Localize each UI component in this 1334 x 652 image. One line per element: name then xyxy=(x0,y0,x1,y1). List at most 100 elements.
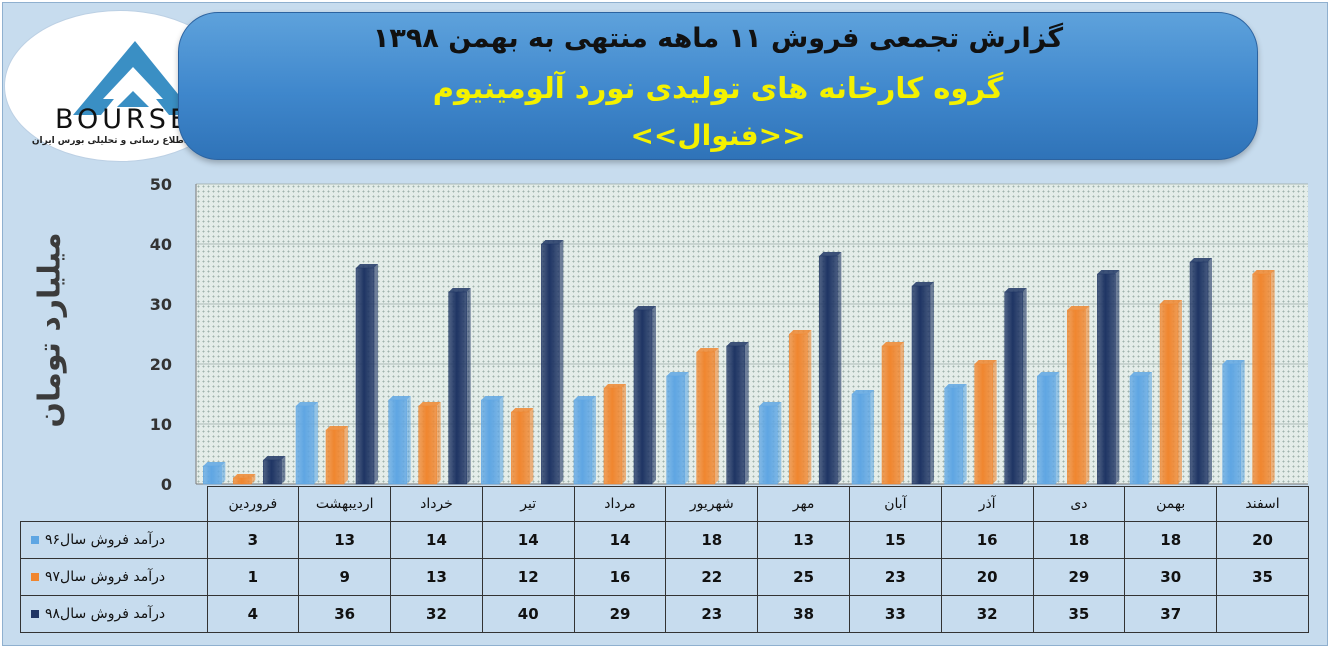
bar-2-8 xyxy=(881,342,904,485)
bar-1-1 xyxy=(203,462,226,485)
data-label: 18 xyxy=(1032,521,1126,559)
bar-2-10 xyxy=(1067,306,1090,485)
bar-2-3 xyxy=(418,402,441,485)
bar-2-6 xyxy=(696,348,719,485)
table-corner xyxy=(20,486,208,522)
bar-3-4 xyxy=(541,240,564,485)
data-label: 32 xyxy=(390,595,483,633)
category-label: شهریور xyxy=(665,486,759,522)
y-tick-label: 10 xyxy=(150,415,172,434)
y-tick-label: 30 xyxy=(150,295,172,314)
data-label: 20 xyxy=(1216,521,1309,559)
data-label: 3 xyxy=(206,521,300,559)
category-label: فروردین xyxy=(206,486,300,522)
category-label: خرداد xyxy=(390,486,483,522)
category-label: اسفند xyxy=(1216,486,1309,522)
data-label: 25 xyxy=(757,558,850,596)
data-label: 14 xyxy=(573,521,667,559)
company-group-title: گروه کارخانه های تولیدی نورد آلومینیوم xyxy=(432,71,1004,105)
y-tick-label: 20 xyxy=(150,355,172,374)
category-label: آذر xyxy=(940,486,1034,522)
bar-1-2 xyxy=(295,402,318,485)
plot-area xyxy=(196,184,1308,484)
legend-key-icon xyxy=(31,536,39,544)
y-tick-label: 50 xyxy=(150,175,172,194)
series-legend-label: درآمد فروش سال۹۷ xyxy=(20,558,208,596)
bar-1-12 xyxy=(1222,360,1245,485)
bar-1-10 xyxy=(1037,372,1060,485)
series-legend-label: درآمد فروش سال۹۸ xyxy=(20,595,208,633)
data-label xyxy=(1216,595,1309,633)
series-name: درآمد فروش سال۹۸ xyxy=(45,606,166,622)
data-label: 37 xyxy=(1124,595,1218,633)
bar-1-5 xyxy=(573,396,596,485)
bar-3-7 xyxy=(819,252,842,485)
category-label: مرداد xyxy=(573,486,667,522)
bar-2-11 xyxy=(1159,300,1182,485)
table-header-row: فروردین اردیبهشت خرداد تیر مرداد شهریور مهر آبا… xyxy=(20,486,1309,522)
bar-1-8 xyxy=(851,390,874,485)
bar-2-9 xyxy=(974,360,997,485)
data-label: 33 xyxy=(848,595,942,633)
data-label: 23 xyxy=(848,558,942,596)
bar-2-2 xyxy=(325,426,348,485)
category-label: آبان xyxy=(848,486,942,522)
data-label: 16 xyxy=(573,558,667,596)
title-banner: گزارش تجمعی فروش ۱۱ ماهه منتهی به بهمن ۱… xyxy=(178,12,1258,160)
series-name: درآمد فروش سال۹۷ xyxy=(45,569,166,585)
logo-mark-icon xyxy=(73,41,195,115)
report-title: گزارش تجمعی فروش ۱۱ ماهه منتهی به بهمن ۱… xyxy=(372,23,1064,54)
category-label: دی xyxy=(1032,486,1126,522)
table-row: درآمد فروش سال۹۷ 1 9 13 12 16 22 25 23 20 29 30 35 xyxy=(20,558,1309,596)
bar-2-4 xyxy=(511,408,534,485)
data-label: 16 xyxy=(940,521,1034,559)
company-symbol: <<فنوال>> xyxy=(630,119,806,152)
bar-3-11 xyxy=(1189,258,1212,485)
category-label: بهمن xyxy=(1124,486,1218,522)
data-label: 38 xyxy=(757,595,850,633)
logo-text: BOURSE xyxy=(54,104,192,135)
data-label: 13 xyxy=(757,521,850,559)
series-legend-label: درآمد فروش سال۹۶ xyxy=(20,521,208,559)
bar-1-4 xyxy=(481,396,504,485)
data-label: 22 xyxy=(665,558,759,596)
y-tick-label: 0 xyxy=(161,475,172,494)
data-label: 1 xyxy=(206,558,300,596)
bar-2-12 xyxy=(1252,270,1275,485)
data-label: 13 xyxy=(298,521,392,559)
data-label: 29 xyxy=(1032,558,1126,596)
data-label: 20 xyxy=(940,558,1034,596)
legend-key-icon xyxy=(31,573,39,581)
data-label: 30 xyxy=(1124,558,1218,596)
data-label: 14 xyxy=(390,521,483,559)
bar-3-9 xyxy=(1004,288,1027,485)
data-label: 13 xyxy=(390,558,483,596)
data-label: 40 xyxy=(481,595,575,633)
data-label: 29 xyxy=(573,595,667,633)
data-label: 35 xyxy=(1216,558,1309,596)
table-row: درآمد فروش سال۹۶ 3 13 14 14 14 18 13 15 16 18 18 20 xyxy=(20,521,1309,559)
data-label: 35 xyxy=(1032,595,1126,633)
category-label: اردیبهشت xyxy=(298,486,392,522)
category-label: تیر xyxy=(481,486,575,522)
bar-1-9 xyxy=(944,384,967,485)
bar-1-6 xyxy=(666,372,689,485)
bar-3-10 xyxy=(1097,270,1120,485)
bar-3-1 xyxy=(263,456,286,485)
bar-1-11 xyxy=(1129,372,1152,485)
data-label: 23 xyxy=(665,595,759,633)
data-label: 12 xyxy=(481,558,575,596)
bar-1-3 xyxy=(388,396,411,485)
data-label: 32 xyxy=(940,595,1034,633)
series-name: درآمد فروش سال۹۶ xyxy=(45,532,166,548)
logo-subtitle: پایگاه اطلاع رسانی و تحلیلی بورس ایران xyxy=(31,136,215,146)
y-tick-label: 40 xyxy=(150,235,172,254)
bar-2-5 xyxy=(603,384,626,485)
data-table: فروردین اردیبهشت خرداد تیر مرداد شهریور مهر آبا… xyxy=(20,486,1309,633)
category-label: مهر xyxy=(757,486,850,522)
bar-3-3 xyxy=(448,288,471,485)
bar-3-8 xyxy=(911,282,934,485)
data-label: 18 xyxy=(665,521,759,559)
bar-3-2 xyxy=(355,264,378,485)
